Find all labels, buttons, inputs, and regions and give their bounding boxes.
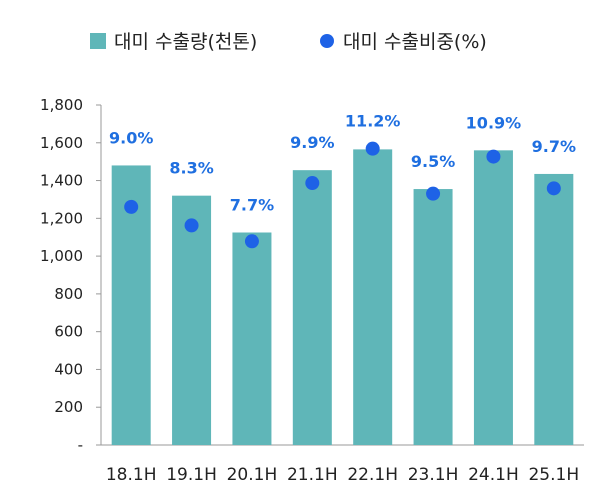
share-data-label: 9.5%: [411, 152, 455, 171]
share-dot: [184, 218, 199, 233]
legend-dot-swatch: [320, 34, 334, 48]
y-tick-label: 1,800: [40, 96, 83, 114]
bar: [172, 195, 212, 445]
y-tick-label: 1,000: [40, 247, 83, 265]
share-data-label: 9.0%: [109, 128, 153, 147]
bar: [534, 173, 574, 445]
legend-bar-swatch: [90, 33, 106, 49]
bar: [232, 232, 272, 445]
bar: [473, 150, 513, 446]
x-tick-label: 21.1H: [287, 465, 338, 485]
x-tick-label: 22.1H: [347, 465, 398, 485]
x-axis: 18.1H 19.1H 20.1H 21.1H 22.1H 23.1H 24.1H 25.1H: [101, 444, 584, 485]
share-dot: [426, 186, 441, 201]
legend: 대미 수출량(천톤) 대미 수출비중(%): [90, 31, 487, 53]
share-data-label: 10.9%: [466, 113, 522, 132]
share-dot: [486, 149, 501, 164]
y-tick-label: 1,400: [40, 172, 83, 190]
data-labels: 9.0% 8.3% 7.7% 9.9% 11.2% 9.5% 10.9% 9.7%: [109, 112, 576, 215]
dot-series: [124, 141, 561, 249]
share-data-label: 9.9%: [290, 133, 334, 152]
share-data-label: 11.2%: [345, 112, 401, 131]
share-dot: [244, 234, 259, 249]
y-tick-label: 200: [54, 398, 83, 416]
bar-series: [111, 149, 574, 446]
bar: [353, 149, 393, 445]
y-tick-label: -: [78, 436, 83, 454]
y-tick-label: 400: [54, 360, 83, 378]
share-dot: [124, 199, 139, 214]
x-tick-label: 19.1H: [166, 465, 217, 485]
share-dot: [546, 181, 561, 196]
x-tick-label: 18.1H: [106, 465, 157, 485]
y-tick-label: 1,200: [40, 209, 83, 227]
legend-bar-label: 대미 수출량(천톤): [114, 31, 257, 53]
share-data-label: 7.7%: [230, 196, 274, 215]
y-tick-label: 800: [54, 285, 83, 303]
bar: [413, 189, 453, 445]
share-dot: [305, 176, 320, 191]
y-axis: - 200 400 600 800 1,000 1,200 1,400 1,600 1,800: [40, 96, 102, 454]
y-tick-label: 600: [54, 323, 83, 341]
share-dot: [365, 141, 380, 156]
share-data-label: 9.7%: [532, 137, 576, 156]
x-tick-label: 23.1H: [408, 465, 459, 485]
bar: [292, 170, 332, 445]
y-tick-label: 1,600: [40, 134, 83, 152]
x-tick-label: 25.1H: [528, 465, 579, 485]
x-tick-label: 20.1H: [227, 465, 278, 485]
legend-dot-label: 대미 수출비중(%): [343, 31, 487, 53]
share-data-label: 8.3%: [169, 159, 213, 178]
x-tick-label: 24.1H: [468, 465, 519, 485]
